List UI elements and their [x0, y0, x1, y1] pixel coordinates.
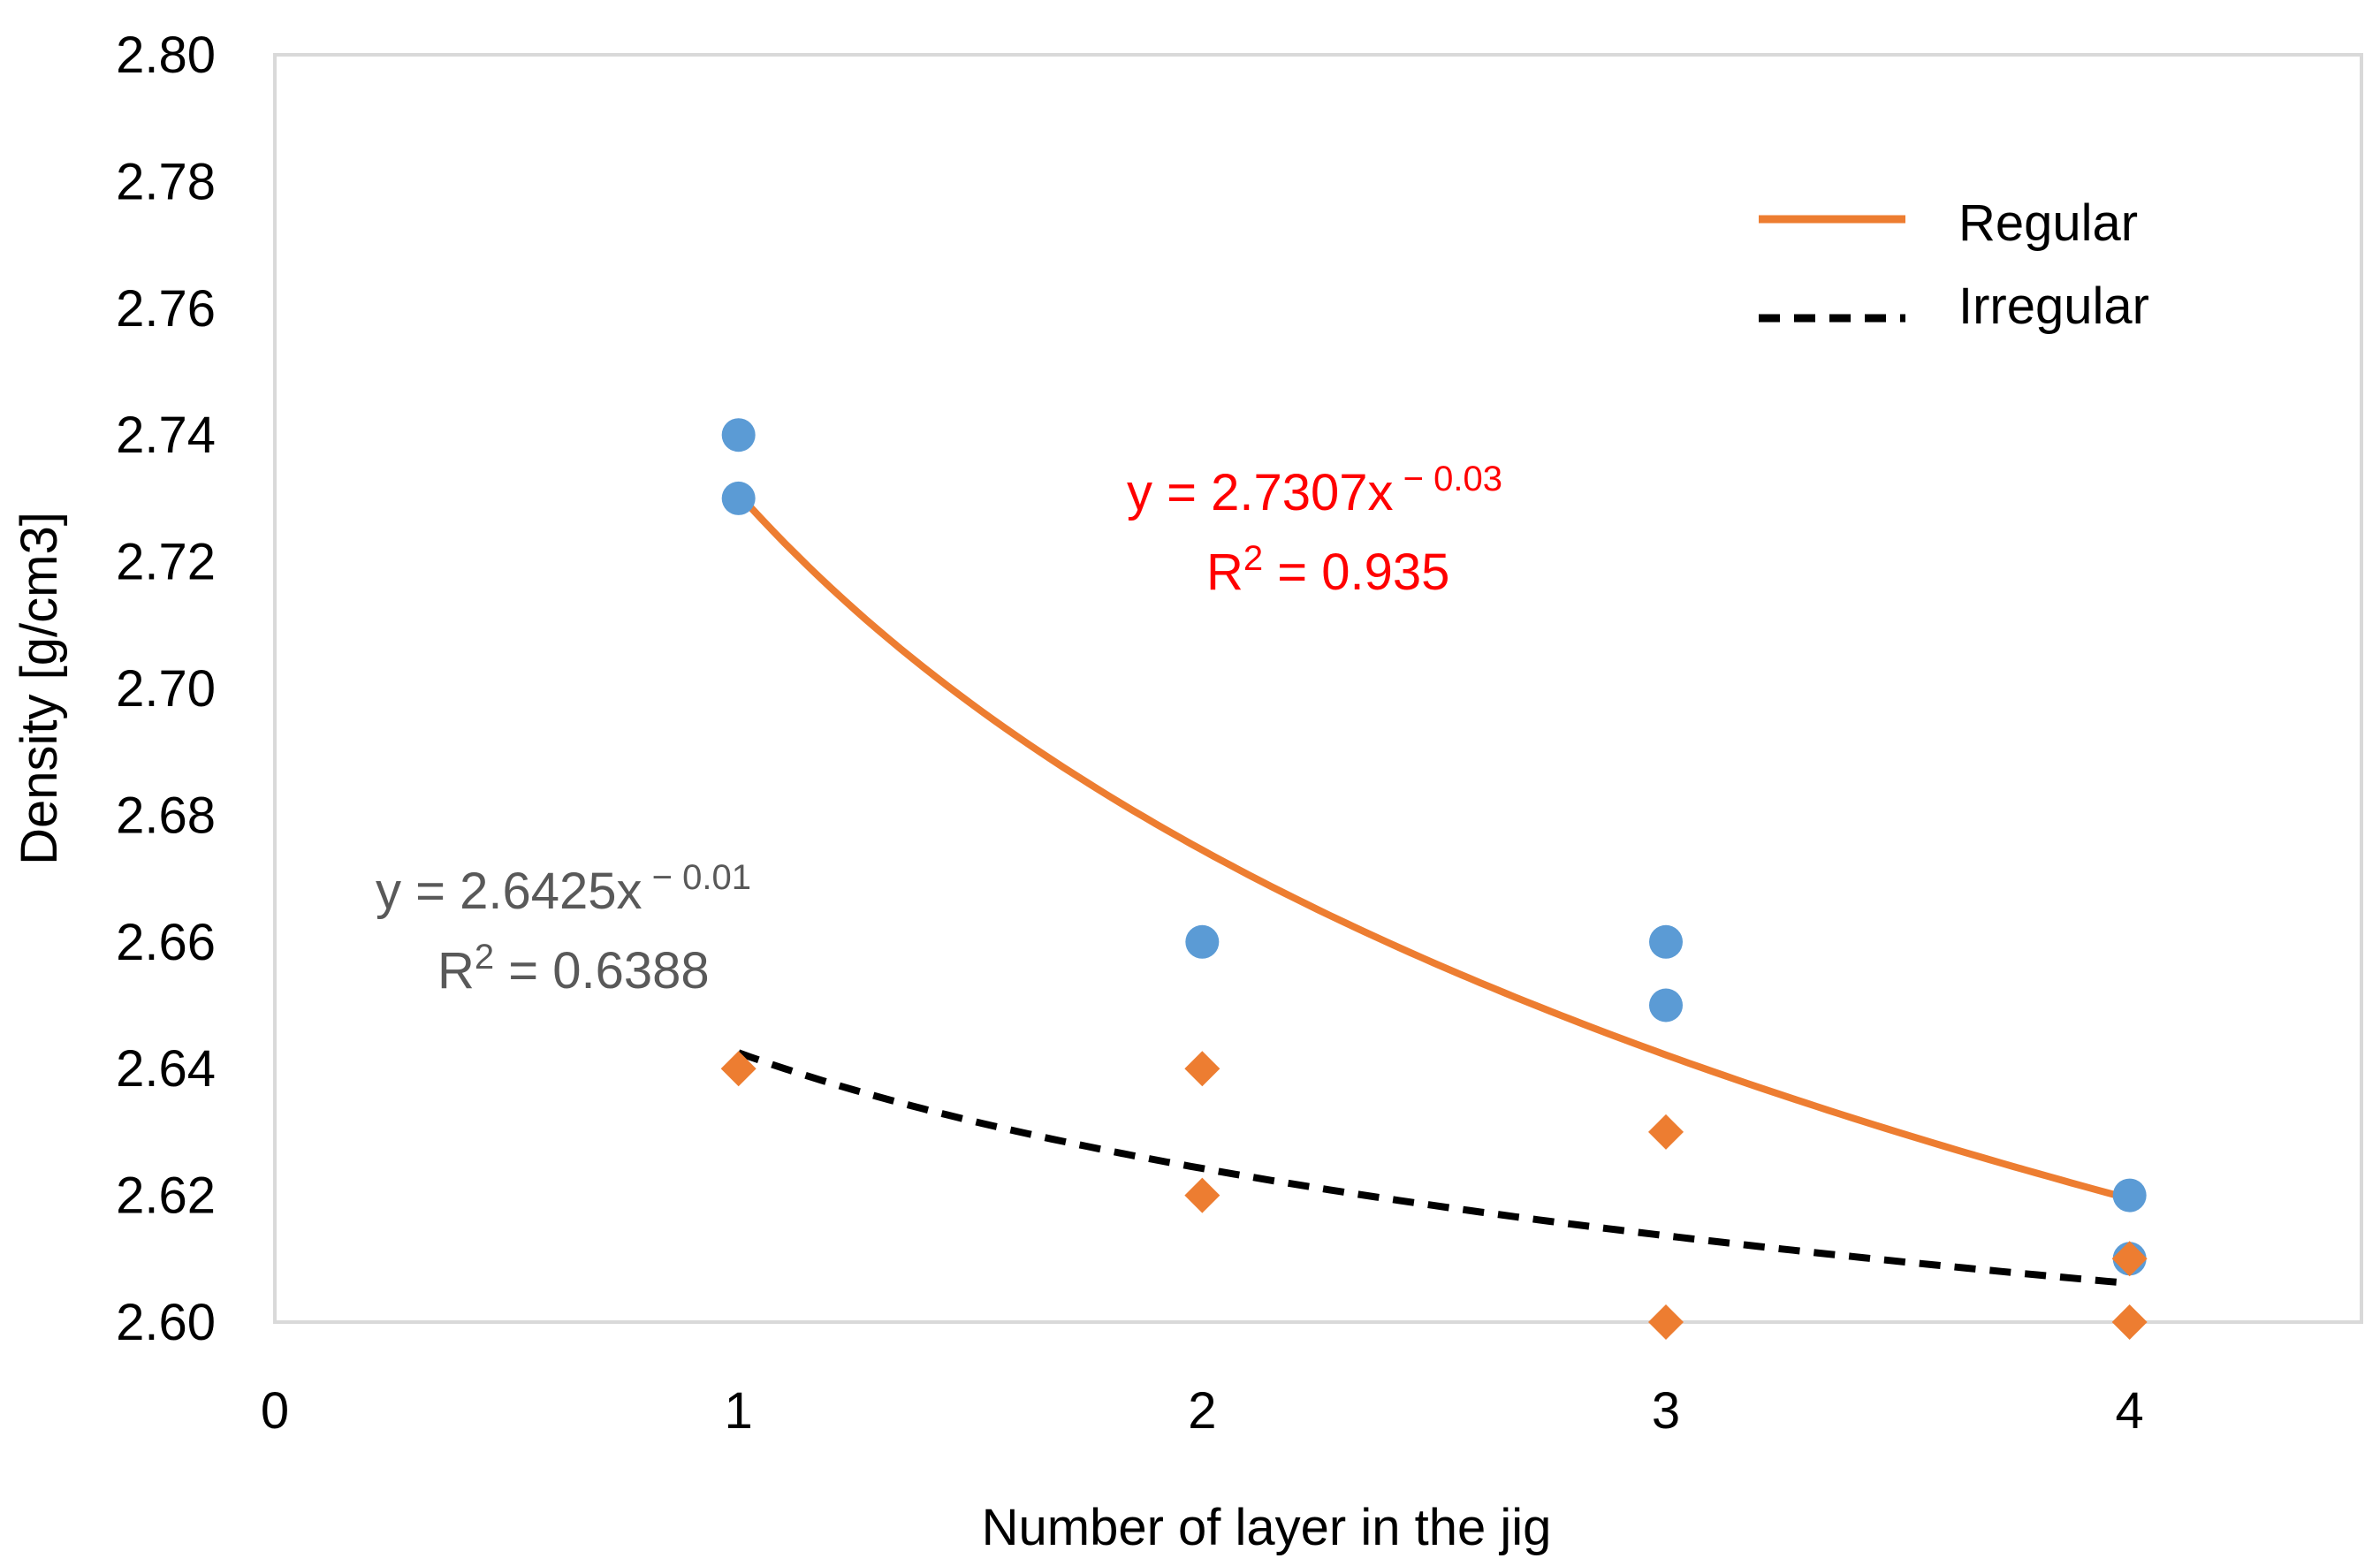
x-tick-label: 0 [261, 1382, 289, 1440]
y-tick-label: 2.76 [116, 280, 216, 338]
regular-equation: y = 2.7307x − 0.03 R2 = 0.935 [1127, 460, 1502, 601]
legend-regular-label: Regular [1958, 194, 2138, 252]
x-tick-label: 1 [725, 1382, 753, 1440]
irregular-point [1184, 1177, 1220, 1213]
irregular-point [1648, 1114, 1684, 1150]
y-axis-title: Density [g/cm3] [11, 512, 68, 865]
irregular-equation-line1: y = 2.6425x − 0.01 [376, 858, 751, 920]
irregular-point [720, 1051, 757, 1087]
regular-equation-line1: y = 2.7307x − 0.03 [1127, 460, 1502, 521]
x-tick-label: 2 [1188, 1382, 1216, 1440]
legend-irregular-label: Irregular [1958, 277, 2149, 335]
y-tick-label: 2.60 [116, 1294, 216, 1351]
irregular-point [1184, 1051, 1220, 1087]
x-tick-label: 4 [2116, 1382, 2144, 1440]
y-tick-label: 2.68 [116, 787, 216, 844]
x-axis-title: Number of layer in the jig [982, 1499, 1552, 1556]
regular-r-squared: R2 = 0.935 [1206, 539, 1449, 601]
irregular-point [2111, 1304, 2148, 1340]
irregular-equation: y = 2.6425x − 0.01 R2 = 0.6388 [376, 858, 751, 1000]
irregular-r-squared: R2 = 0.6388 [437, 938, 710, 1000]
regular-point [1649, 924, 1683, 959]
plot-area [273, 53, 2363, 1324]
regular-point [1185, 924, 1220, 959]
y-tick-label: 2.80 [116, 27, 216, 84]
irregular-trendline [737, 1049, 2131, 1288]
x-tick-label: 3 [1652, 1382, 1680, 1440]
y-tick-label: 2.64 [116, 1040, 216, 1098]
irregular-point [2111, 1241, 2148, 1277]
data-markers [720, 418, 2148, 1340]
regular-trendline [735, 491, 2131, 1203]
y-tick-label: 2.78 [116, 153, 216, 210]
regular-point [721, 481, 756, 515]
y-tick-label: 2.70 [116, 660, 216, 718]
y-axis-tick-labels: 2.60 2.62 2.64 2.66 2.68 2.70 2.72 2.74 2.76 2.78… [116, 27, 216, 1351]
y-tick-label: 2.66 [116, 914, 216, 971]
regular-point [721, 418, 756, 452]
y-tick-label: 2.74 [116, 407, 216, 464]
y-tick-label: 2.62 [116, 1167, 216, 1225]
irregular-point [1648, 1304, 1684, 1340]
legend: Regular Irregular [1759, 194, 2149, 335]
y-tick-label: 2.72 [116, 534, 216, 591]
regular-point [2112, 1178, 2147, 1213]
regular-point [1649, 988, 1683, 1022]
trendlines [735, 491, 2131, 1288]
x-axis-tick-labels: 0 1 2 3 4 [261, 1382, 2144, 1440]
